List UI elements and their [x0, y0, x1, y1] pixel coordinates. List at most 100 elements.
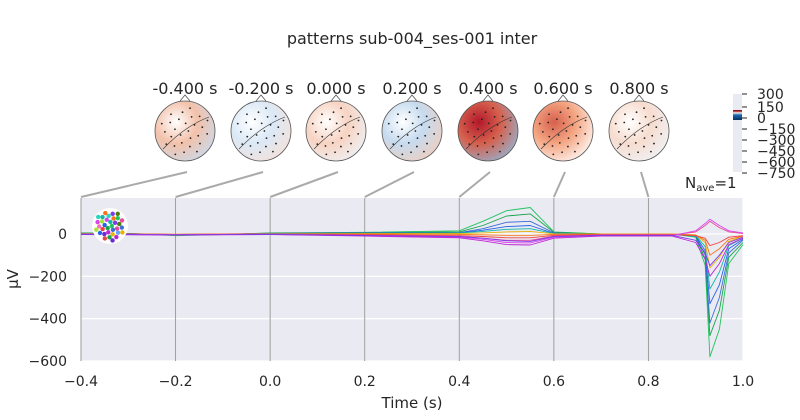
- topomap-sensor: [411, 122, 414, 125]
- topomap-sensor: [568, 115, 571, 118]
- topomap-sensor: [552, 153, 555, 156]
- colorbar-tick-label: 300: [757, 87, 784, 103]
- topomap-sensor: [408, 111, 411, 114]
- topomap-time-label: -0.200 s: [229, 79, 294, 98]
- topomap-sensor: [199, 142, 201, 145]
- topomap-sensor: [282, 119, 285, 122]
- topomap-sensor: [627, 145, 630, 147]
- topomap-2: 0.000 s: [305, 79, 367, 162]
- topomap-sensor: [401, 128, 403, 131]
- topomap-sensor: [246, 135, 249, 138]
- topomap-sensor: [163, 130, 166, 133]
- sensor-dot: [115, 211, 120, 217]
- topomap-sensor: [241, 143, 244, 146]
- topomap-sensor: [623, 121, 626, 124]
- topomap-sensor: [486, 151, 488, 154]
- topomap-sensor: [350, 142, 352, 145]
- topomap-sensor: [184, 122, 187, 125]
- topomap-sensor: [468, 143, 471, 146]
- topomap-sensor: [492, 107, 494, 110]
- sensor-dot: [112, 220, 118, 225]
- sensor-dot: [97, 224, 102, 229]
- topomap-sensor: [344, 124, 347, 126]
- topomap-connector: [552, 171, 566, 198]
- topomap-sensor: [433, 119, 436, 122]
- topomap-connector: [640, 171, 650, 198]
- topomap-sensor: [634, 141, 637, 144]
- topomap-head: [381, 100, 443, 162]
- topomap-contour: [313, 116, 361, 150]
- sensor-dot: [115, 215, 121, 221]
- topomap-connectors: [80, 171, 650, 198]
- topomap-sensor: [584, 119, 587, 122]
- topomap-sensor: [643, 137, 646, 140]
- topomap-sensor: [574, 150, 576, 153]
- topomap-sensor: [643, 107, 645, 110]
- topomap-time-label: -0.400 s: [153, 79, 218, 98]
- sensor-dot: [119, 218, 125, 223]
- topomap-sensor: [332, 111, 335, 114]
- topomap-sensor: [543, 143, 546, 146]
- topomap-nose: [255, 94, 267, 102]
- colorbar-tick-label: −750: [757, 166, 795, 182]
- topomap-sensor: [567, 145, 569, 148]
- topomap-sensor: [538, 122, 541, 125]
- topomap-time-label: 0.800 s: [609, 79, 668, 98]
- topomap-sensor: [250, 128, 252, 131]
- topomap-sensor: [206, 119, 209, 122]
- topomap-4: 0.400 s: [457, 79, 519, 162]
- trace-line-11: [80, 233, 744, 267]
- topomap-sensor: [390, 130, 393, 133]
- topomap-sensor: [396, 121, 399, 124]
- topomap-sensor: [643, 145, 645, 148]
- topomap-sensor: [562, 122, 565, 125]
- x-tick-label: 0.6: [543, 374, 565, 390]
- topomap-sensor: [206, 133, 209, 135]
- topomap-sensor: [397, 113, 399, 116]
- topomap-sensor: [624, 135, 627, 138]
- topomap-sensor: [473, 113, 475, 116]
- topomap-sensor: [651, 134, 654, 137]
- topomap-sensor: [624, 113, 626, 116]
- topomap-sensor: [273, 134, 276, 137]
- topomap-sensor: [340, 137, 343, 140]
- topomap-sensor: [653, 142, 655, 145]
- topomap-sensor: [632, 118, 634, 121]
- topomap-sensor: [473, 135, 476, 138]
- topomap-sensor: [272, 150, 274, 153]
- topomap-sensor: [660, 133, 663, 135]
- topomap-sensor: [481, 118, 483, 121]
- x-tick-label: 0.8: [637, 374, 659, 390]
- topomap-sensor: [239, 130, 242, 133]
- colorbar-tick-label: −450: [757, 144, 795, 160]
- sensor-dot: [114, 234, 119, 240]
- topomap-sensor: [466, 130, 469, 133]
- topomap-sensor: [414, 130, 417, 132]
- topomap-sensor: [201, 126, 204, 129]
- x-tick-label: 0.4: [448, 374, 470, 390]
- sensor-dot: [100, 214, 105, 220]
- topomap-sensor: [170, 135, 173, 138]
- x-axis-label: Time (s): [381, 394, 443, 412]
- topomap-sensor: [484, 111, 487, 114]
- topomap-sensor: [321, 135, 324, 138]
- topomap-sensor: [169, 121, 172, 124]
- topomap-sensor: [254, 118, 256, 121]
- topomap-sensor: [189, 137, 192, 140]
- nave-value: =1: [714, 174, 736, 192]
- plot-area: [81, 198, 743, 361]
- topomap-nose: [406, 94, 418, 102]
- topomap-sensor: [170, 113, 172, 116]
- topomap-sensor: [407, 141, 410, 144]
- topomap-sensor: [628, 153, 631, 156]
- topomap-6: 0.800 s: [608, 79, 670, 162]
- topomap-sensor: [424, 134, 427, 137]
- x-axis-ticks: −0.4 −0.2 0.0 0.2 0.4 0.6 0.8 1.0: [64, 374, 754, 390]
- topomap-sensor: [425, 115, 428, 118]
- topomap-sensor: [644, 115, 647, 118]
- topomap-sensor: [492, 137, 495, 140]
- topomap-contour: [238, 116, 286, 150]
- topomap-sensor: [196, 150, 198, 153]
- topomap-sensor: [311, 122, 314, 125]
- topomap-sensor: [477, 128, 479, 131]
